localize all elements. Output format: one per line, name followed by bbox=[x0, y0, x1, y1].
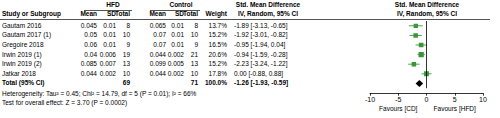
html-text:Gautam 2017 (1): Gautam 2017 (1) bbox=[2, 31, 52, 39]
html-text:SD Total: SD Total bbox=[175, 10, 198, 17]
html-text:Mean: Mean bbox=[149, 10, 166, 17]
html-text:10: 10 bbox=[122, 69, 130, 77]
html-text:Jatkar 2018: Jatkar 2018 bbox=[2, 69, 36, 77]
html-text:0.01: 0.01 bbox=[171, 31, 184, 39]
html-text:0.065: 0.065 bbox=[149, 21, 166, 29]
html-text:0.01: 0.01 bbox=[103, 41, 116, 48]
html-text:19: 19 bbox=[122, 50, 130, 58]
html-text:13: 13 bbox=[190, 60, 198, 68]
html-text:0.07: 0.07 bbox=[153, 31, 166, 39]
html-text:Std. Mean Difference: Std. Mean Difference bbox=[394, 1, 460, 8]
html-text:0.01: 0.01 bbox=[103, 31, 116, 39]
svg-text:-10: -10 bbox=[365, 96, 375, 103]
svg-text:10: 10 bbox=[479, 96, 487, 103]
html-text:Irwin 2019 (2): Irwin 2019 (2) bbox=[2, 60, 42, 68]
html-text:Test for overall effect: Z = 3: Test for overall effect: Z = 3.70 (P = 0… bbox=[2, 98, 128, 106]
svg-text:5: 5 bbox=[453, 96, 457, 103]
html-text:IV, Random, 95% CI: IV, Random, 95% CI bbox=[238, 10, 298, 17]
html-text:0.06: 0.06 bbox=[84, 41, 97, 48]
html-text:0.05: 0.05 bbox=[84, 31, 97, 39]
html-text:13.7%: 13.7% bbox=[208, 21, 227, 29]
html-text:0.085 0.007: 0.085 0.007 bbox=[80, 60, 116, 68]
html-text:20.6%: 20.6% bbox=[208, 50, 227, 58]
html-text:-1.92 [-3.01, -0.82]: -1.92 [-3.01, -0.82] bbox=[234, 31, 288, 39]
html-text:100.0%: 100.0% bbox=[205, 79, 227, 87]
html-text:8: 8 bbox=[126, 21, 130, 29]
html-text:0.045: 0.045 bbox=[80, 21, 97, 29]
html-text:0.099 0.005: 0.099 0.005 bbox=[149, 60, 184, 68]
html-text:Mean: Mean bbox=[80, 10, 97, 17]
html-text:10: 10 bbox=[122, 31, 130, 39]
html-text:-1.26 [-1.93, -0.59]: -1.26 [-1.93, -0.59] bbox=[234, 79, 289, 87]
html-text:-0.94 [-1.59, -0.28]: -0.94 [-1.59, -0.28] bbox=[234, 50, 288, 58]
html-text:10: 10 bbox=[190, 69, 198, 77]
html-text:21: 21 bbox=[190, 50, 198, 58]
html-text:0.01: 0.01 bbox=[103, 21, 116, 29]
html-text:-0.95 [-1.94, 0.04]: -0.95 [-1.94, 0.04] bbox=[234, 41, 286, 48]
html-text:Study or Subgroup: Study or Subgroup bbox=[2, 10, 61, 17]
html-text:Gautam 2016: Gautam 2016 bbox=[2, 21, 42, 29]
html-text:SD Total: SD Total bbox=[107, 10, 130, 17]
html-text:0.01: 0.01 bbox=[171, 41, 184, 48]
html-text:IV, Random, 95% CI: IV, Random, 95% CI bbox=[397, 10, 457, 17]
html-text:-2.23 [-3.24, -1.22]: -2.23 [-3.24, -1.22] bbox=[234, 60, 288, 68]
html-text:10: 10 bbox=[190, 31, 198, 39]
html-text:-1.89 [-3.13, -0.65]: -1.89 [-3.13, -0.65] bbox=[234, 21, 288, 29]
html-text:Weight: Weight bbox=[205, 10, 227, 17]
html-text:Irwin 2019 (1): Irwin 2019 (1) bbox=[2, 50, 42, 58]
html-text:Favours [HFD]: Favours [HFD] bbox=[433, 104, 476, 112]
html-text:Gregoire 2018: Gregoire 2018 bbox=[2, 41, 44, 48]
html-text:0.07: 0.07 bbox=[153, 41, 166, 48]
svg-text:0: 0 bbox=[425, 96, 429, 103]
html-text:0.01: 0.01 bbox=[171, 21, 184, 29]
html-text:15.2%: 15.2% bbox=[208, 60, 227, 68]
html-text:17.8%: 17.8% bbox=[208, 69, 227, 77]
html-text:9: 9 bbox=[126, 41, 130, 48]
html-text:Favours [CD]: Favours [CD] bbox=[379, 104, 418, 112]
html-text:Std. Mean Difference: Std. Mean Difference bbox=[235, 1, 301, 8]
html-text:13: 13 bbox=[122, 60, 130, 68]
html-text:0.00 [-0.88, 0.88]: 0.00 [-0.88, 0.88] bbox=[234, 69, 284, 77]
html-text:Control: Control bbox=[169, 1, 193, 8]
html-text:8: 8 bbox=[194, 21, 198, 29]
html-text:69: 69 bbox=[122, 79, 130, 87]
html-text:9: 9 bbox=[194, 41, 198, 48]
html-text:0.04 0.006: 0.04 0.006 bbox=[84, 50, 116, 58]
html-text:Heterogeneity: Tau² = 0.45; Ch: Heterogeneity: Tau² = 0.45; Chi² = 14.79… bbox=[2, 89, 197, 97]
html-text:0.044 0.002: 0.044 0.002 bbox=[80, 69, 116, 77]
html-text:0.044 0.002: 0.044 0.002 bbox=[149, 69, 184, 77]
html-text:71: 71 bbox=[190, 79, 198, 87]
html-text:Total (95% CI): Total (95% CI) bbox=[2, 79, 45, 87]
html-text:16.5%: 16.5% bbox=[208, 41, 227, 48]
svg-text:-5: -5 bbox=[395, 96, 401, 103]
html-text:0.044 0.002: 0.044 0.002 bbox=[149, 50, 184, 58]
html-text:HFD: HFD bbox=[106, 1, 120, 8]
html-text:15.2%: 15.2% bbox=[208, 31, 227, 39]
